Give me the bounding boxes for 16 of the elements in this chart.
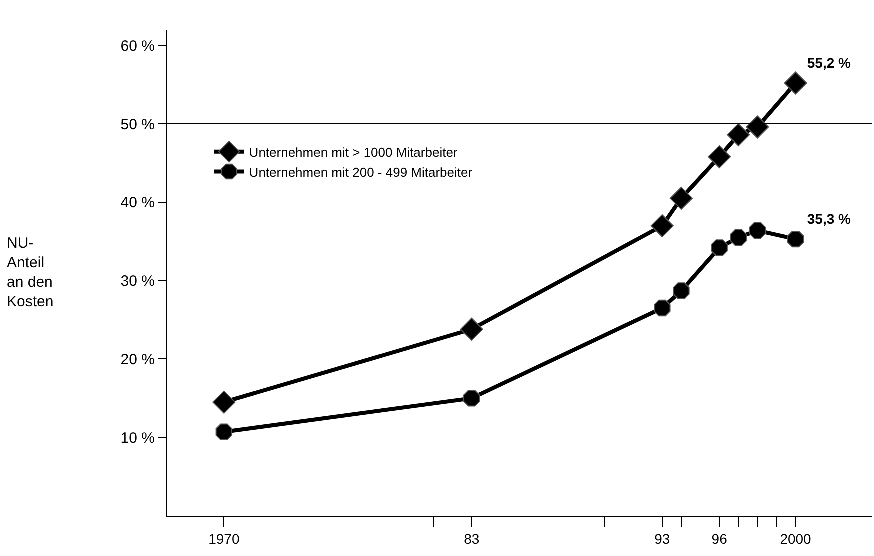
x-tick-label: 96 xyxy=(712,530,728,547)
legend-label: Unternehmen mit > 1000 Mitarbeiter xyxy=(249,144,458,160)
data-label: 35,3 % xyxy=(807,211,852,228)
x-tick-label: 93 xyxy=(654,530,670,547)
x-tick-label: 1970 xyxy=(208,530,240,547)
legend-label: Unternehmen mit 200 - 499 Mitarbeiter xyxy=(249,164,474,180)
y-axis-title: NU- Anteil an den Kosten xyxy=(7,235,54,310)
x-tick-label: 83 xyxy=(464,530,480,547)
y-tick-label: 20 % xyxy=(120,351,155,368)
y-tick-label: 50 % xyxy=(120,116,155,134)
y-tick-label: 60 % xyxy=(120,38,155,55)
y-tick-label: 30 % xyxy=(120,273,155,290)
data-label: 55,2 % xyxy=(807,55,852,72)
y-tick-label: 40 % xyxy=(120,194,155,212)
y-tick-label: 10 % xyxy=(120,430,155,447)
x-tick-label: 2000 xyxy=(780,530,812,547)
